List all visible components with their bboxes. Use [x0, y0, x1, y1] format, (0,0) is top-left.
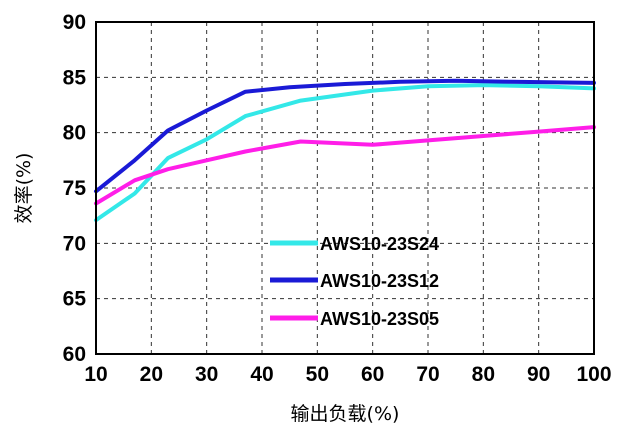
- legend-label-2: AWS10-23S12: [320, 271, 439, 291]
- y-tick-labels: 60 65 70 75 80 85 90: [63, 11, 87, 366]
- x-tick-10: 10: [84, 363, 107, 386]
- plot-frame: [95, 21, 595, 355]
- y-tick-85: 85: [63, 66, 87, 89]
- series-line-2: [94, 78, 596, 194]
- legend-label-1: AWS10-23S24: [320, 234, 439, 254]
- y-tick-80: 80: [63, 122, 86, 145]
- legend-label-3: AWS10-23S05: [320, 309, 439, 329]
- series-line-1: [94, 83, 596, 223]
- x-axis-title: 输出负载(%): [291, 403, 400, 425]
- series-lines: [94, 78, 596, 223]
- legend: AWS10-23S24 AWS10-23S12 AWS10-23S05: [270, 234, 439, 329]
- x-tick-70: 70: [416, 363, 439, 386]
- y-tick-65: 65: [63, 288, 87, 311]
- y-tick-75: 75: [63, 177, 87, 200]
- y-tick-90: 90: [63, 11, 86, 34]
- x-tick-100: 100: [576, 363, 611, 386]
- x-tick-20: 20: [140, 363, 163, 386]
- x-tick-50: 50: [306, 363, 329, 386]
- y-tick-60: 60: [63, 343, 86, 366]
- x-tick-40: 40: [250, 363, 273, 386]
- grid: [96, 22, 594, 354]
- series-line-3: [94, 125, 596, 206]
- y-tick-70: 70: [63, 232, 86, 255]
- x-tick-90: 90: [527, 363, 550, 386]
- x-tick-labels: 10 20 30 40 50 60 70 80 90 100: [84, 363, 611, 386]
- y-axis-title: 效率(%): [13, 153, 35, 224]
- x-tick-60: 60: [361, 363, 384, 386]
- x-tick-80: 80: [472, 363, 495, 386]
- x-tick-30: 30: [195, 363, 218, 386]
